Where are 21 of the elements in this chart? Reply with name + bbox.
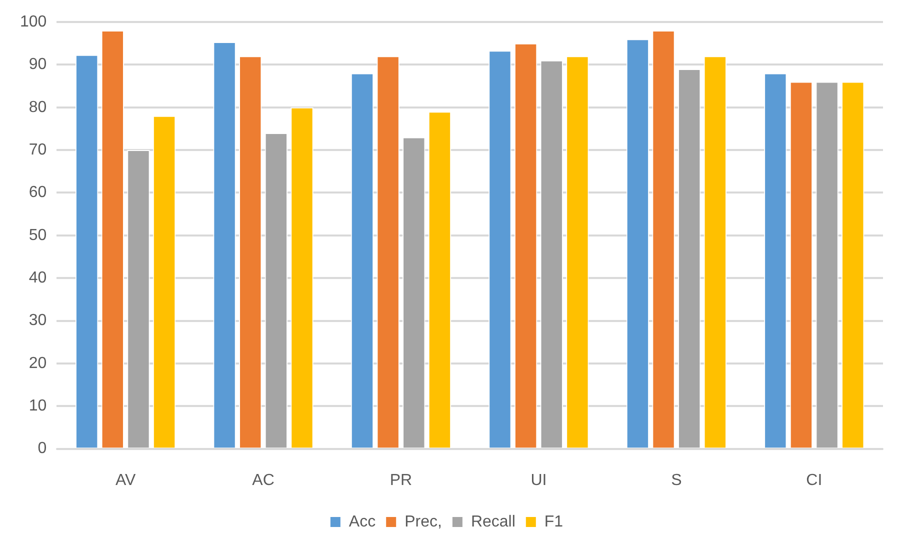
x-tick-label: AV [115, 472, 136, 489]
x-tick-label: PR [390, 472, 412, 489]
legend-label: Acc [348, 513, 376, 530]
x-tick-label: UI [530, 472, 547, 489]
y-tick-label: 40 [28, 269, 47, 286]
x-tick-label: CI [806, 472, 822, 489]
y-tick-label: 80 [28, 98, 47, 116]
y-tick-label: 50 [28, 226, 47, 244]
y-tick-label: 100 [20, 13, 47, 30]
legend-label: F1 [544, 513, 564, 530]
legend-label: Prec, [404, 513, 442, 530]
y-tick-label: 60 [28, 184, 47, 202]
legend-label: Recall [470, 513, 516, 530]
y-tick-label: 90 [28, 56, 47, 74]
y-tick-label: 20 [28, 354, 47, 372]
y-tick-label: 0 [38, 440, 47, 458]
y-tick-label: 70 [28, 141, 47, 158]
y-tick-label: 30 [28, 312, 47, 330]
x-tick-label: S [671, 472, 682, 489]
x-tick-label: AC [252, 472, 274, 489]
y-tick-label: 10 [28, 398, 47, 415]
